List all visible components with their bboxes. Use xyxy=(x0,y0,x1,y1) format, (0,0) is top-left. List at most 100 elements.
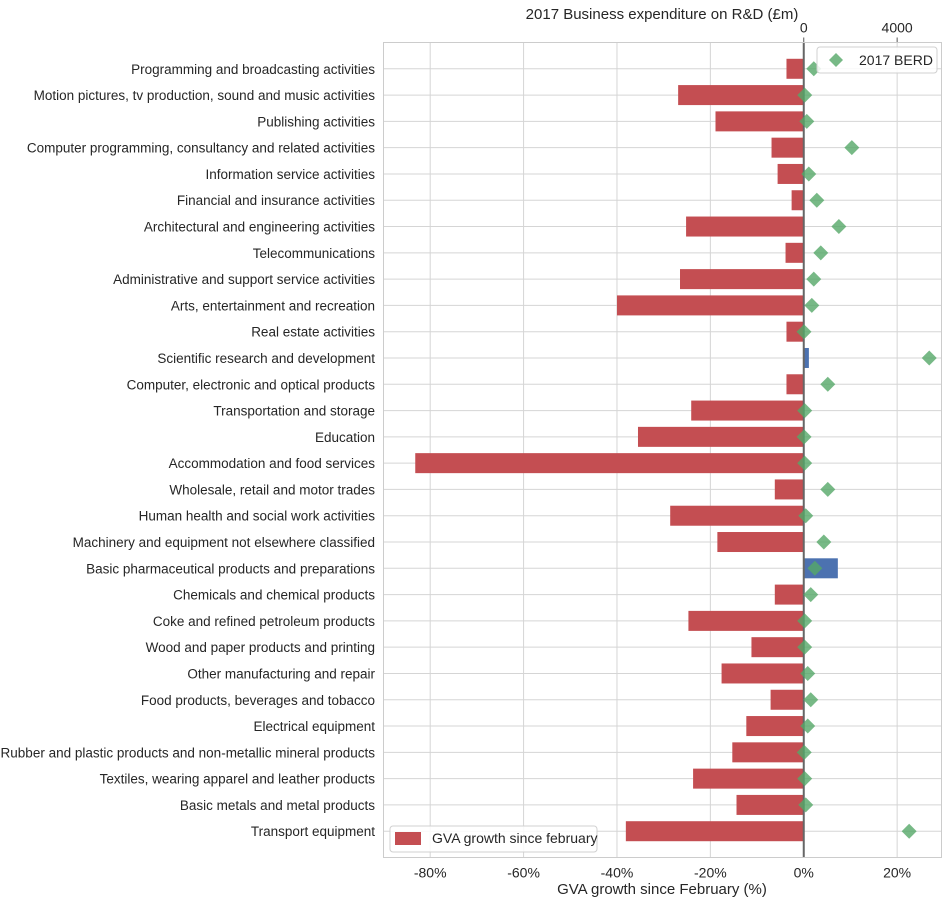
bar-swatch-icon xyxy=(395,832,421,845)
category-labels: Programming and broadcasting activities M… xyxy=(1,62,376,839)
category-label: Education xyxy=(315,430,375,445)
gva-bar xyxy=(688,610,804,631)
category-label: Arts, entertainment and recreation xyxy=(171,298,375,313)
berd-point xyxy=(803,587,819,603)
tick-labels: -80% -60% -40% -20% 0% 20% 0 4000 xyxy=(414,20,913,881)
berd-point xyxy=(797,87,813,103)
category-label: Coke and refined petroleum products xyxy=(153,614,375,629)
berd-point xyxy=(797,403,813,419)
legend-gva: GVA growth since february xyxy=(389,825,598,853)
gva-bar xyxy=(616,295,804,316)
x-tick-label: -40% xyxy=(601,865,634,881)
category-label: Transport equipment xyxy=(251,824,375,839)
berd-point xyxy=(796,429,812,445)
gva-bar xyxy=(785,242,804,263)
berd-point xyxy=(807,560,823,576)
gva-bar xyxy=(686,216,804,237)
berd-point xyxy=(801,166,817,182)
gva-bar xyxy=(680,269,804,290)
category-label: Architectural and engineering activities xyxy=(144,220,375,235)
category-label: Administrative and support service activ… xyxy=(113,272,375,287)
gva-bar xyxy=(736,794,804,815)
berd-point xyxy=(799,113,815,129)
plot-frame xyxy=(383,42,942,858)
gva-bar xyxy=(751,637,804,658)
berd-points xyxy=(796,61,937,839)
bars xyxy=(415,58,838,842)
berd-point xyxy=(803,692,819,708)
gva-bar xyxy=(786,374,804,395)
berd-point xyxy=(804,297,820,313)
gva-bar xyxy=(770,689,804,710)
x-tick-label: -20% xyxy=(694,865,727,881)
category-label: Computer, electronic and optical product… xyxy=(127,377,376,392)
berd-point xyxy=(800,665,816,681)
gva-bar xyxy=(746,716,804,737)
x-tick-label: -80% xyxy=(414,865,447,881)
berd-point xyxy=(797,613,813,629)
category-label: Human health and social work activities xyxy=(139,509,376,524)
gva-bar xyxy=(625,821,804,842)
gva-bar xyxy=(803,347,809,368)
category-label: Telecommunications xyxy=(253,246,376,261)
berd-point xyxy=(797,455,813,471)
x-tick-label: 20% xyxy=(883,865,911,881)
category-label: Food products, beverages and tobacco xyxy=(141,693,375,708)
gva-bar xyxy=(415,453,804,474)
category-label: Financial and insurance activities xyxy=(177,193,375,208)
category-label: Wholesale, retail and motor trades xyxy=(169,482,375,497)
berd-point xyxy=(796,324,812,340)
category-label: Motion pictures, tv production, sound an… xyxy=(34,88,376,103)
berd-point xyxy=(813,245,829,261)
category-label: Real estate activities xyxy=(251,325,375,340)
berd-point xyxy=(806,271,822,287)
berd-point xyxy=(809,192,825,208)
berd-point xyxy=(798,508,814,524)
legend-berd: 2017 BERD xyxy=(816,46,938,74)
category-label: Programming and broadcasting activities xyxy=(131,62,375,77)
berd-point xyxy=(820,376,836,392)
berd-point xyxy=(798,797,814,813)
berd-point xyxy=(800,718,816,734)
diamond-icon xyxy=(829,53,843,67)
category-label: Accommodation and food services xyxy=(169,456,376,471)
gva-bar xyxy=(732,742,804,763)
gva-bar xyxy=(771,137,804,158)
gva-bar xyxy=(693,768,804,789)
gva-bar xyxy=(691,400,804,421)
category-label: Electrical equipment xyxy=(253,719,375,734)
gva-bar xyxy=(774,479,804,500)
berd-point xyxy=(820,481,836,497)
bottom-axis-label: GVA growth since February (%) xyxy=(557,881,767,898)
category-label: Information service activities xyxy=(205,167,375,182)
category-label: Transportation and storage xyxy=(213,404,375,419)
berd-point xyxy=(797,771,813,787)
gva-bar xyxy=(715,111,804,132)
berd-point xyxy=(844,140,860,156)
category-label: Rubber and plastic products and non-meta… xyxy=(1,745,376,760)
category-label: Basic metals and metal products xyxy=(180,798,375,813)
legend-gva-label: GVA growth since february xyxy=(432,830,597,846)
berd-point xyxy=(831,219,847,235)
gva-bar xyxy=(717,532,804,553)
berd-point xyxy=(901,823,917,839)
legend-berd-label: 2017 BERD xyxy=(859,52,933,68)
gva-bar xyxy=(791,190,804,211)
category-label: Basic pharmaceutical products and prepar… xyxy=(86,561,375,576)
gva-bar xyxy=(670,505,804,526)
gva-bar xyxy=(774,584,804,605)
category-label: Publishing activities xyxy=(257,114,375,129)
category-label: Computer programming, consultancy and re… xyxy=(27,141,375,156)
category-label: Wood and paper products and printing xyxy=(146,640,375,655)
berd-point xyxy=(921,350,937,366)
gva-bar xyxy=(786,321,804,342)
berd-point xyxy=(816,534,832,550)
x2-tick-label: 4000 xyxy=(882,20,913,36)
category-label: Machinery and equipment not elsewhere cl… xyxy=(73,535,375,550)
gridlines xyxy=(383,42,942,858)
top-axis-label: 2017 Business expenditure on R&D (£m) xyxy=(526,6,799,23)
berd-point xyxy=(796,744,812,760)
x-tick-label: -60% xyxy=(507,865,540,881)
category-label: Chemicals and chemical products xyxy=(173,588,375,603)
